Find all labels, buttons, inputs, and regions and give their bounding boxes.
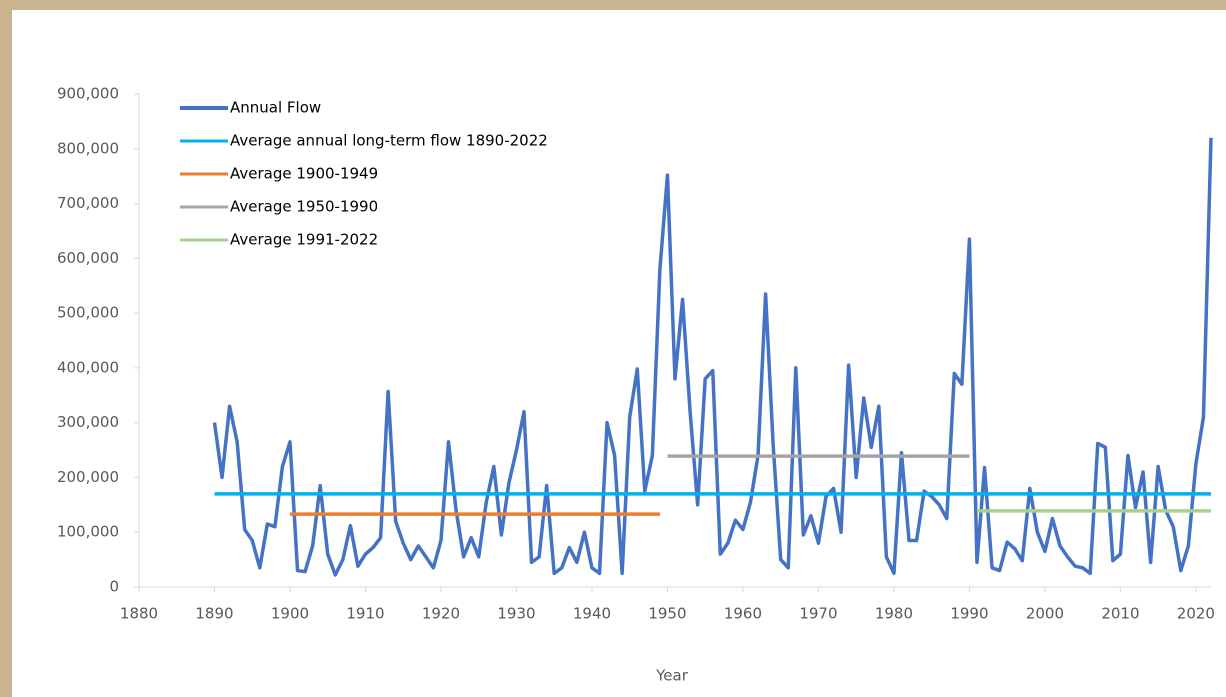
data-line bbox=[212, 137, 1213, 577]
x-tick-label: 1990 bbox=[950, 605, 988, 623]
y-tick-label: 400,000 bbox=[57, 358, 119, 376]
x-tick-label: 2010 bbox=[1101, 605, 1139, 623]
chart-panel bbox=[12, 10, 1226, 697]
x-tick-label: 2000 bbox=[1026, 605, 1064, 623]
x-tick-label: 2020 bbox=[1177, 605, 1215, 623]
x-tick-label: 1930 bbox=[497, 605, 535, 623]
legend-label: Average 1950-1990 bbox=[230, 198, 378, 216]
legend-label: Annual Flow bbox=[230, 99, 321, 117]
x-tick-label: 1970 bbox=[799, 605, 837, 623]
y-tick-label: 700,000 bbox=[57, 194, 119, 212]
x-tick-label: 1900 bbox=[271, 605, 309, 623]
y-tick-label: 600,000 bbox=[57, 249, 119, 267]
legend-label: Average 1900-1949 bbox=[230, 165, 378, 183]
y-tick-label: 500,000 bbox=[57, 304, 119, 322]
x-tick-label: 1920 bbox=[422, 605, 460, 623]
x-tick-label: 1910 bbox=[346, 605, 384, 623]
y-tick-label: 300,000 bbox=[57, 413, 119, 431]
x-tick-label: 1890 bbox=[195, 605, 233, 623]
x-axis-label: Year bbox=[655, 667, 689, 685]
legend-label: Average 1991-2022 bbox=[230, 231, 378, 249]
x-tick-label: 1950 bbox=[648, 605, 686, 623]
y-tick-label: 0 bbox=[109, 578, 119, 596]
x-tick-label: 1880 bbox=[120, 605, 158, 623]
y-tick-label: 900,000 bbox=[57, 85, 119, 103]
x-tick-label: 1980 bbox=[875, 605, 913, 623]
x-tick-label: 1940 bbox=[573, 605, 611, 623]
legend-label: Average annual long-term flow 1890-2022 bbox=[230, 132, 548, 150]
y-tick-label: 800,000 bbox=[57, 139, 119, 157]
y-tick-label: 100,000 bbox=[57, 523, 119, 541]
x-tick-label: 1960 bbox=[724, 605, 762, 623]
y-tick-label: 200,000 bbox=[57, 468, 119, 486]
